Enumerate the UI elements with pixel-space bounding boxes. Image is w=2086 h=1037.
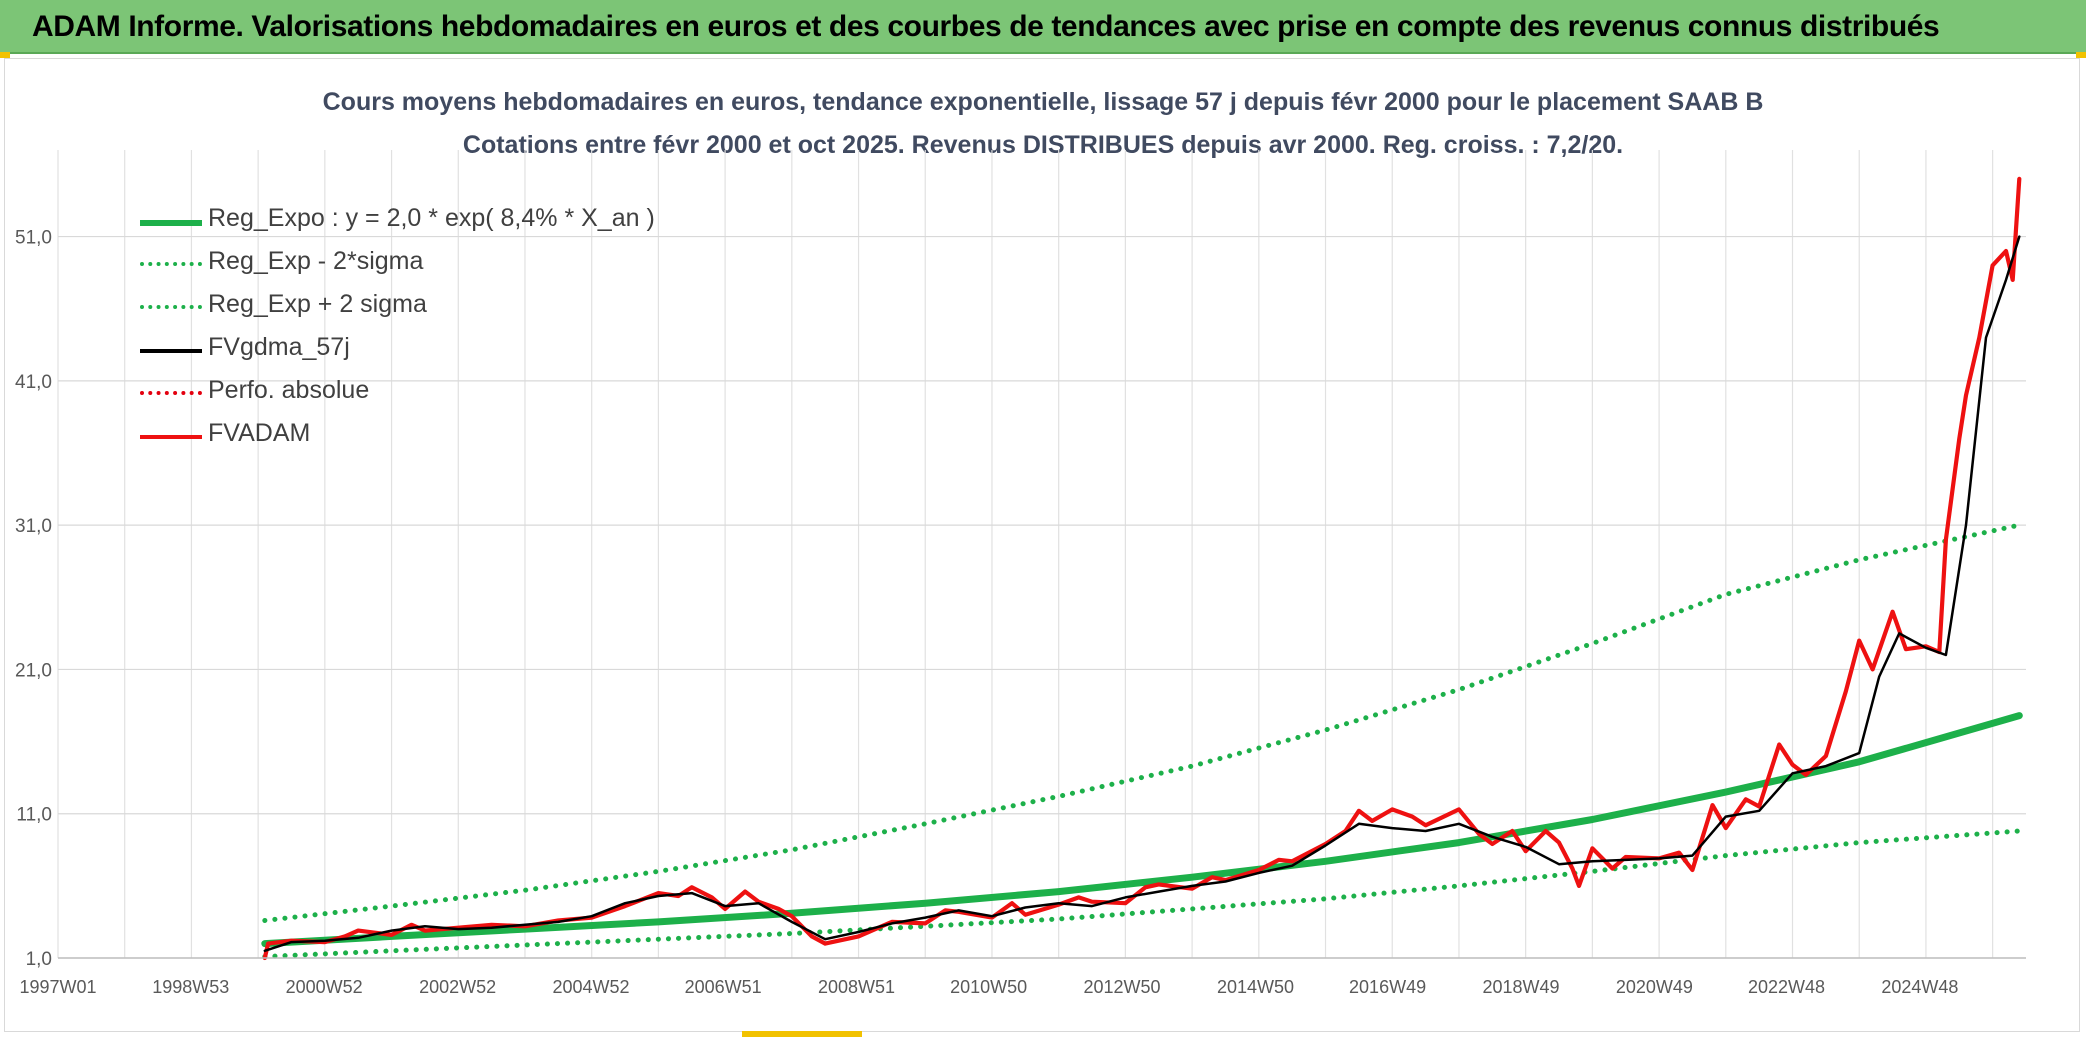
x-tick-label: 2006W51 <box>685 977 762 997</box>
x-tick-label: 2008W51 <box>818 977 895 997</box>
legend-swatch <box>140 220 202 226</box>
legend-swatch <box>140 435 202 439</box>
legend-swatch <box>140 391 202 395</box>
y-tick-label: 31,0 <box>15 516 52 537</box>
corner-marker-right <box>2076 52 2086 58</box>
x-tick-label: 2016W49 <box>1349 977 1426 997</box>
x-tick-label: 2004W52 <box>552 977 629 997</box>
series-layer <box>261 176 2023 961</box>
legend-label: Reg_Expo : y = 2,0 * exp( 8,4% * X_an ) <box>208 204 655 232</box>
x-tick-label: 2012W50 <box>1084 977 1161 997</box>
report-banner-title: ADAM Informe. Valorisations hebdomadaire… <box>32 10 1940 43</box>
bottom-accent-mark <box>742 1031 862 1037</box>
legend-label: Reg_Exp - 2*sigma <box>208 247 424 275</box>
legend-label: Reg_Exp + 2 sigma <box>208 290 427 318</box>
x-tick-label: 2002W52 <box>419 977 496 997</box>
legend-swatch <box>140 349 202 353</box>
corner-marker-left <box>0 52 10 58</box>
legend-label: Perfo. absolue <box>208 376 370 404</box>
series-reg-expo-line <box>261 712 2023 948</box>
series-fvgdma-57j-line <box>263 235 2021 953</box>
x-tick-label: 2000W52 <box>286 977 363 997</box>
y-tick-label: 11,0 <box>16 805 52 826</box>
x-tick-label: 2020W49 <box>1616 977 1693 997</box>
chart-title: Cours moyens hebdomadaires en euros, ten… <box>322 88 1764 116</box>
x-tick-label: 2014W50 <box>1217 977 1294 997</box>
x-tick-label: 1998W53 <box>152 977 229 997</box>
y-tick-label: 21,0 <box>15 660 52 681</box>
legend-label: FVgdma_57j <box>208 333 350 361</box>
y-tick-label: 1,0 <box>26 949 52 970</box>
x-tick-label: 1997W01 <box>19 977 96 997</box>
legend-swatch <box>140 262 202 266</box>
series-reg-exp-minus-2sigma-line <box>262 828 2022 960</box>
y-tick-label: 41,0 <box>15 372 52 393</box>
legend-swatch <box>140 305 202 309</box>
x-tick-label: 2018W49 <box>1482 977 1559 997</box>
axis-layer: 1,0 11,0 21,0 31,0 41,0 51,0 1997W01 1998W53 200… <box>15 228 2026 997</box>
chart-subtitle: Cotations entre févr 2000 et oct 2025. R… <box>462 131 1624 159</box>
x-tick-label: 2022W48 <box>1748 977 1825 997</box>
series-fvadam-line <box>262 176 2022 961</box>
report-banner: ADAM Informe. Valorisations hebdomadaire… <box>0 0 2086 54</box>
series-reg-exp-plus-2sigma-line <box>262 522 2022 923</box>
x-tick-label: 2024W48 <box>1881 977 1958 997</box>
chart-frame <box>4 58 2080 1032</box>
grid-layer <box>57 150 2026 959</box>
legend-label: FVADAM <box>208 419 311 447</box>
y-tick-label: 51,0 <box>15 228 52 249</box>
x-tick-label: 2010W50 <box>950 977 1027 997</box>
